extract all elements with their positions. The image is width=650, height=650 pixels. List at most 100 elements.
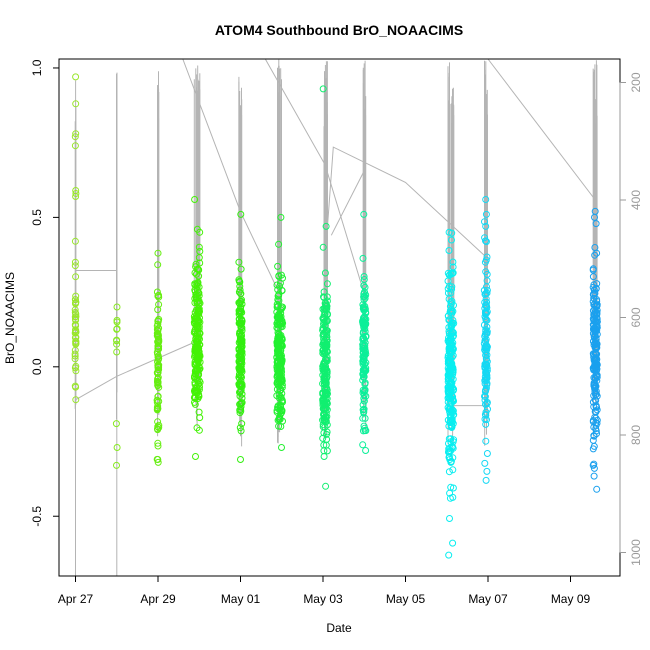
data-point <box>481 234 489 242</box>
data-point <box>359 441 367 449</box>
data-point <box>589 273 597 281</box>
data-point <box>193 360 201 368</box>
right-tick-label: 1000 <box>629 539 643 566</box>
data-point <box>323 311 331 319</box>
data-point <box>444 371 452 379</box>
data-point <box>236 282 244 290</box>
data-point <box>320 318 328 326</box>
data-point <box>320 311 328 319</box>
y-tick-label: 0.0 <box>30 358 44 375</box>
data-point <box>155 335 163 343</box>
data-point <box>447 323 455 331</box>
data-point <box>445 316 453 324</box>
data-point <box>361 426 369 434</box>
data-point <box>593 296 601 303</box>
data-point <box>360 273 368 280</box>
data-point <box>361 414 369 422</box>
data-point <box>360 282 368 290</box>
data-point <box>275 331 282 339</box>
data-point <box>235 371 243 379</box>
data-point <box>483 467 491 475</box>
data-point <box>362 332 370 340</box>
data-point <box>448 418 456 426</box>
data-point <box>449 438 457 446</box>
data-point <box>361 367 369 375</box>
y-tick-label: 1.0 <box>30 59 44 76</box>
data-point <box>195 390 203 398</box>
data-point <box>155 421 163 429</box>
data-point <box>482 316 490 324</box>
data-point <box>195 371 203 379</box>
data-point <box>323 421 331 429</box>
data-point <box>323 280 331 288</box>
data-point <box>279 303 286 311</box>
data-point <box>72 367 80 375</box>
data-point <box>236 278 244 286</box>
data-point <box>360 342 368 350</box>
data-point <box>482 375 489 383</box>
data-point <box>445 448 453 456</box>
data-point <box>323 327 331 335</box>
data-point <box>194 294 202 302</box>
data-point <box>320 447 328 455</box>
data-point <box>277 406 285 414</box>
data-point <box>72 298 80 306</box>
data-point <box>112 420 120 428</box>
x-tick-label: May 07 <box>468 592 508 606</box>
data-point <box>279 398 286 406</box>
data-point <box>482 256 490 264</box>
right-tick-label: 200 <box>629 72 643 92</box>
data-point <box>274 286 282 294</box>
data-point <box>449 395 457 403</box>
data-point <box>483 399 491 406</box>
data-point <box>155 301 163 308</box>
data-point <box>445 348 453 355</box>
data-point <box>323 428 331 436</box>
data-point <box>278 377 286 385</box>
data-point <box>320 294 328 302</box>
data-point <box>449 539 457 547</box>
data-point <box>237 323 245 331</box>
x-tick-label: Apr 27 <box>58 592 94 606</box>
data-point <box>154 458 162 466</box>
data-point <box>591 324 599 332</box>
data-point <box>277 213 285 221</box>
altitude-track <box>74 58 598 577</box>
data-point <box>593 485 601 493</box>
data-point <box>113 325 121 333</box>
data-point <box>72 130 80 138</box>
data-point <box>273 313 281 321</box>
data-point <box>590 403 598 411</box>
data-point <box>445 295 453 303</box>
data-point <box>274 262 282 270</box>
data-point <box>590 464 598 472</box>
data-point <box>154 456 162 463</box>
data-point <box>445 360 452 367</box>
data-point <box>320 405 328 413</box>
data-point <box>319 423 327 431</box>
x-tick-label: May 05 <box>386 592 426 606</box>
data-point <box>446 494 454 502</box>
data-point <box>193 337 200 345</box>
data-point <box>72 362 80 370</box>
data-point <box>359 406 367 414</box>
data-point <box>360 405 368 413</box>
data-point <box>482 268 490 276</box>
data-point <box>361 360 369 368</box>
data-point <box>319 243 327 251</box>
data-point <box>276 313 284 321</box>
data-point <box>482 354 490 362</box>
data-point <box>236 319 244 327</box>
data-point <box>361 283 369 291</box>
data-point <box>153 288 161 296</box>
data-point <box>278 287 286 295</box>
data-point <box>275 297 283 305</box>
track-line <box>324 146 489 260</box>
data-point <box>481 393 489 401</box>
data-point <box>154 393 162 401</box>
x-tick-label: May 03 <box>303 592 343 606</box>
data-point <box>193 342 201 350</box>
data-point <box>196 228 204 236</box>
data-point <box>193 424 201 432</box>
data-point <box>154 369 161 377</box>
